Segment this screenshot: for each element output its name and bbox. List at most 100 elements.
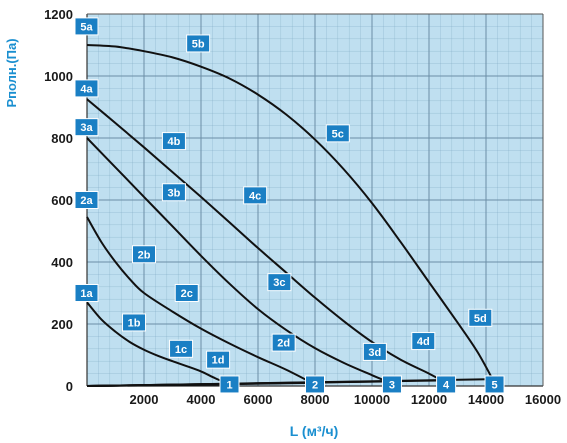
label-badge <box>305 375 325 394</box>
performance-curve-1 <box>86 301 230 386</box>
curve-label-5a: 5a <box>74 17 99 36</box>
label-badge <box>74 118 99 137</box>
label-text: 4c <box>249 190 261 202</box>
performance-curve-3 <box>86 137 393 385</box>
system-line-5 <box>86 378 495 387</box>
label-badge <box>161 132 186 151</box>
label-text: 1c <box>175 344 187 356</box>
label-text: 3c <box>273 277 285 289</box>
curve-label-3: 3 <box>381 375 402 394</box>
label-badge <box>362 342 387 361</box>
x-tick-label: 8000 <box>301 392 330 407</box>
x-tick-label: 2000 <box>130 392 159 407</box>
y-tick-label: 0 <box>66 379 73 394</box>
label-text: 3b <box>168 187 181 199</box>
y-axis-title: Pполн.(Па) <box>4 38 19 107</box>
performance-curve-4 <box>86 98 447 384</box>
curve-label-4d: 4d <box>411 332 436 351</box>
x-tick-label: 16000 <box>525 392 561 407</box>
label-badge <box>267 273 292 292</box>
label-badge <box>161 183 186 202</box>
label-text: 2a <box>80 195 93 207</box>
x-tick-label: 12000 <box>411 392 447 407</box>
label-text: 1b <box>128 317 141 329</box>
y-tick-label: 400 <box>51 255 73 270</box>
label-text: 1d <box>212 355 225 367</box>
label-badge <box>122 313 147 332</box>
curve-label-4c: 4c <box>243 186 268 205</box>
label-badge <box>271 333 296 352</box>
curve-label-5d: 5d <box>468 308 493 327</box>
label-badge <box>381 375 402 394</box>
curve-label-2c: 2c <box>174 284 199 302</box>
curve-label-4: 4 <box>436 375 457 394</box>
label-text: 3a <box>80 122 93 134</box>
curve-label-1: 1 <box>219 375 240 394</box>
x-tick-label: 14000 <box>468 392 504 407</box>
label-text: 4 <box>443 379 450 391</box>
x-tick-label: 6000 <box>244 392 273 407</box>
label-badge <box>74 191 99 209</box>
label-badge <box>74 17 99 36</box>
label-badge <box>325 124 350 143</box>
label-badge <box>174 284 199 302</box>
label-badge <box>169 339 194 358</box>
curve-label-2d: 2d <box>271 333 296 352</box>
curve-label-2: 2 <box>305 375 325 394</box>
label-text: 2 <box>312 379 318 391</box>
label-text: 5d <box>474 313 487 325</box>
curve-label-2a: 2a <box>74 191 99 209</box>
label-text: 5c <box>332 128 344 140</box>
y-tick-label: 1000 <box>44 69 73 84</box>
y-tick-label: 200 <box>51 317 73 332</box>
label-badge <box>411 332 436 351</box>
label-text: 4d <box>417 336 430 348</box>
curve-label-5: 5 <box>484 375 505 394</box>
label-text: 4a <box>80 83 93 95</box>
label-text: 5a <box>80 21 93 33</box>
curve-label-3a: 3a <box>74 118 99 137</box>
curve-label-2b: 2b <box>132 245 156 264</box>
y-tick-label: 800 <box>51 131 73 146</box>
label-text: 2d <box>277 338 290 350</box>
label-text: 4b <box>168 136 181 148</box>
curve-label-1b: 1b <box>122 313 147 332</box>
curve-label-5b: 5b <box>186 34 211 53</box>
label-badge <box>186 34 211 53</box>
y-tick-label: 1200 <box>44 7 73 22</box>
label-text: 2b <box>138 249 151 261</box>
label-badge <box>468 308 493 327</box>
label-badge <box>74 79 99 98</box>
label-text: 3d <box>368 347 381 359</box>
label-text: 2c <box>181 288 193 300</box>
label-badge <box>243 186 268 205</box>
curve-label-1c: 1c <box>169 339 194 358</box>
label-badge <box>219 375 240 394</box>
curve-label-3c: 3c <box>267 273 292 292</box>
performance-curve-5 <box>86 44 496 384</box>
x-tick-label: 10000 <box>354 392 390 407</box>
label-text: 1 <box>226 379 232 391</box>
curve-label-4a: 4a <box>74 79 99 98</box>
performance-curve-2 <box>86 216 316 386</box>
curve-label-3d: 3d <box>362 342 387 361</box>
label-text: 3 <box>389 379 395 391</box>
label-badge <box>74 284 99 302</box>
x-axis-title: L (м³/ч) <box>290 423 339 439</box>
y-tick-label: 600 <box>51 193 73 208</box>
label-text: 1a <box>80 288 93 300</box>
curve-label-5c: 5c <box>325 124 350 143</box>
curve-label-1a: 1a <box>74 284 99 302</box>
curve-label-3b: 3b <box>161 183 186 202</box>
label-text: 5b <box>192 38 205 50</box>
curve-label-1d: 1d <box>206 350 231 369</box>
label-badge <box>484 375 505 394</box>
x-tick-label: 4000 <box>187 392 216 407</box>
label-badge <box>436 375 457 394</box>
label-badge <box>206 350 231 369</box>
label-badge <box>132 245 156 264</box>
curve-label-4b: 4b <box>161 132 186 151</box>
label-text: 5 <box>491 379 497 391</box>
